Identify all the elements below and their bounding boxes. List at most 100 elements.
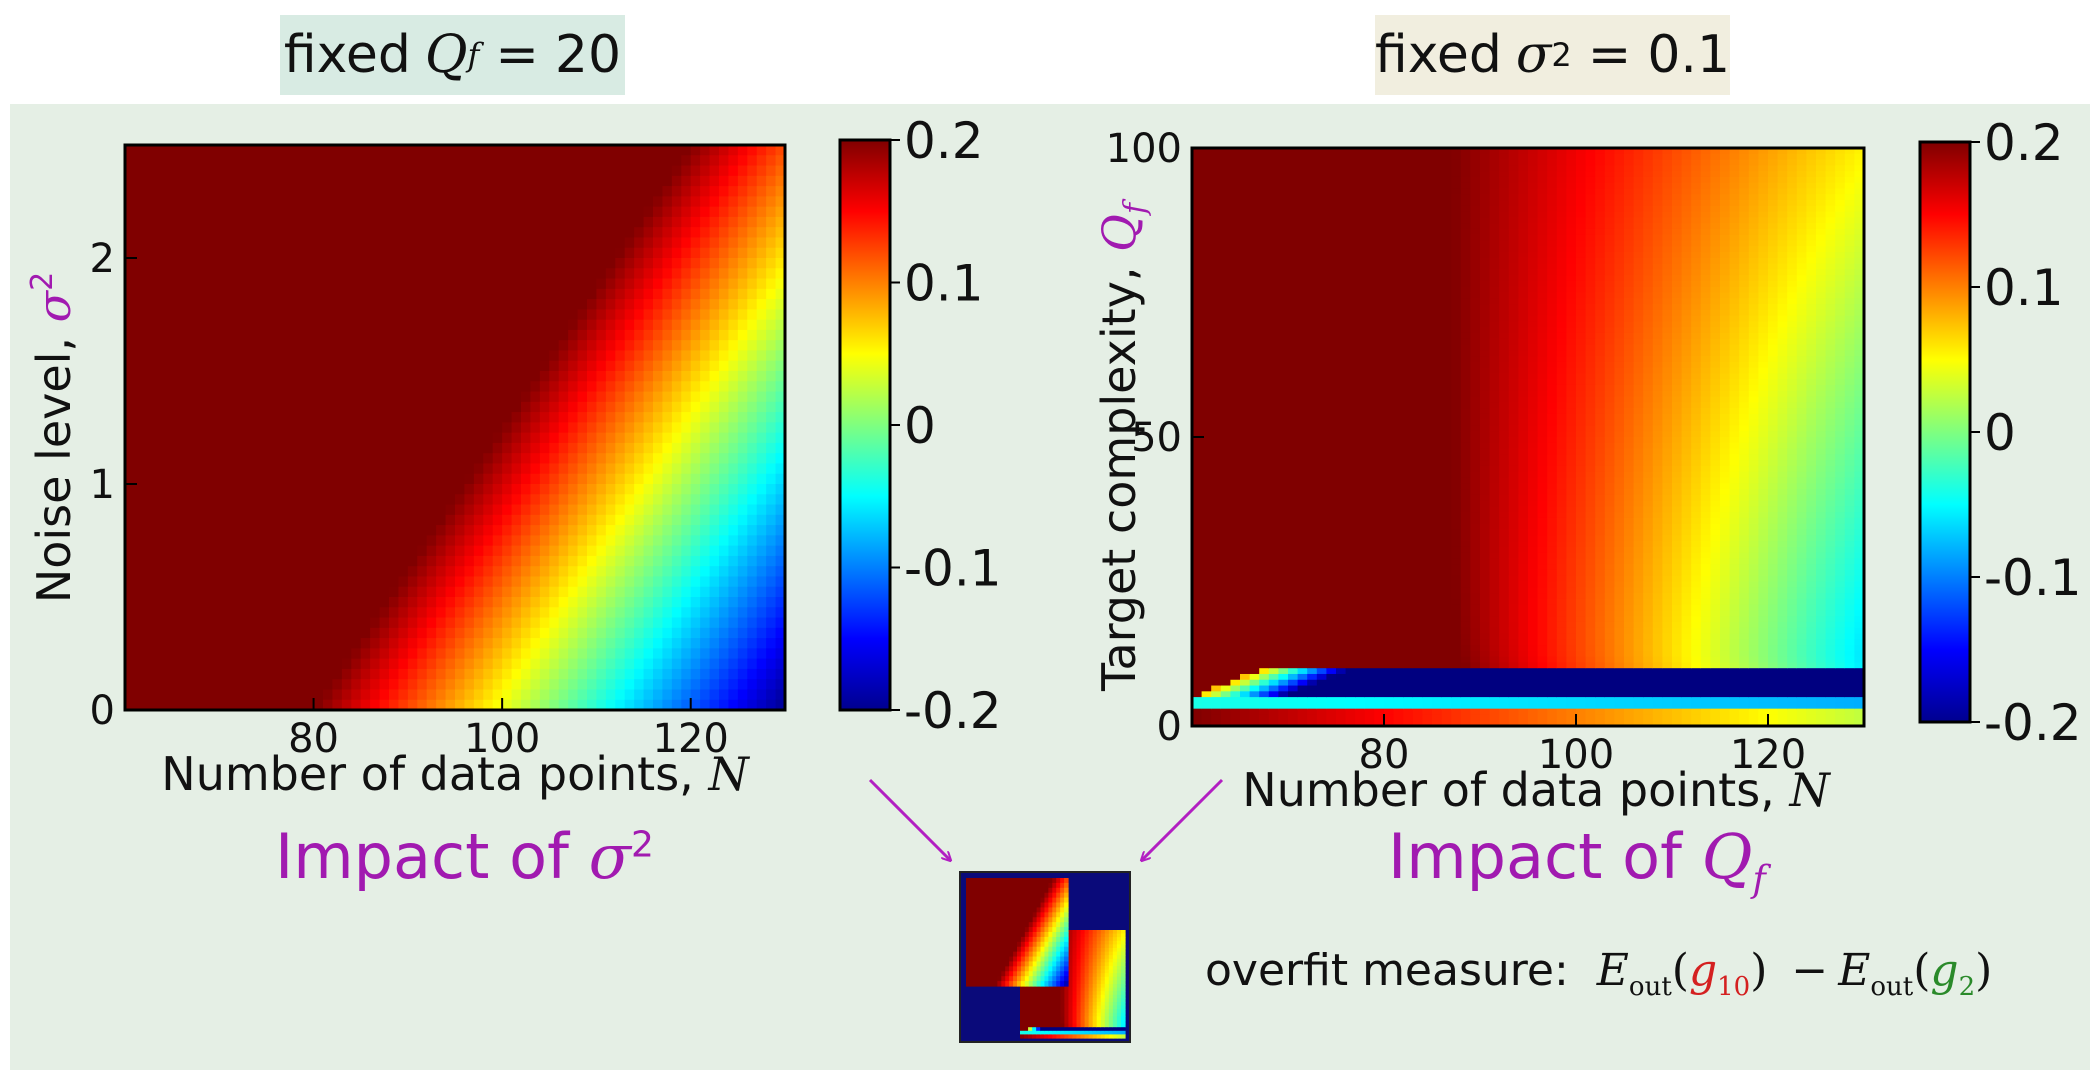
heatmap-cell xyxy=(351,340,362,352)
heatmap-cell xyxy=(398,566,409,578)
heatmap-cell xyxy=(1268,205,1279,213)
heatmap-cell xyxy=(643,504,654,516)
heatmap-cell xyxy=(341,473,352,485)
heatmap-cell xyxy=(1268,465,1279,473)
heatmap-cell xyxy=(389,329,400,341)
heatmap-cell xyxy=(1211,581,1222,588)
heatmap-cell xyxy=(615,237,626,249)
heatmap-cell xyxy=(643,412,654,423)
heatmap-cell xyxy=(247,247,258,259)
heatmap-cell xyxy=(464,350,475,362)
heatmap-cell xyxy=(1192,448,1203,455)
heatmap-cell xyxy=(247,473,258,485)
heatmap-cell xyxy=(1297,194,1308,201)
heatmap-cell xyxy=(275,155,286,167)
heatmap-cell xyxy=(228,247,239,259)
heatmap-cell xyxy=(511,484,522,495)
heatmap-cell xyxy=(1249,321,1260,328)
heatmap-cell xyxy=(172,555,183,567)
heatmap-cell xyxy=(511,494,522,506)
heatmap-cell xyxy=(407,288,418,300)
heatmap-cell xyxy=(379,689,390,701)
heatmap-cell xyxy=(351,350,362,362)
heatmap-cell xyxy=(473,442,484,454)
heatmap-cell xyxy=(181,288,192,300)
heatmap-cell xyxy=(285,597,296,608)
heatmap-cell xyxy=(1230,691,1241,698)
heatmap-cell xyxy=(747,463,758,475)
heatmap-cell xyxy=(521,555,532,567)
heatmap-cell xyxy=(464,216,475,228)
heatmap-cell xyxy=(275,381,286,393)
heatmap-cell xyxy=(521,597,532,608)
heatmap-cell xyxy=(615,484,626,495)
heatmap-cell xyxy=(370,247,381,259)
heatmap-cell xyxy=(737,658,748,670)
heatmap-cell xyxy=(162,504,173,516)
heatmap-cell xyxy=(370,627,381,639)
heatmap-cell xyxy=(1278,356,1289,363)
heatmap-cell xyxy=(370,453,381,465)
heatmap-cell xyxy=(1249,500,1260,507)
heatmap-cell xyxy=(766,165,777,177)
heatmap-cell xyxy=(700,422,711,434)
heatmap-cell xyxy=(709,473,720,485)
heatmap-cell xyxy=(709,237,720,249)
heatmap-cell xyxy=(1220,442,1231,450)
heatmap-cell xyxy=(332,555,343,567)
heatmap-cell xyxy=(323,360,334,372)
heatmap-cell xyxy=(521,535,532,547)
heatmap-cell xyxy=(615,545,626,557)
heatmap-cell xyxy=(389,422,400,434)
heatmap-cell xyxy=(313,453,324,465)
heatmap-cell xyxy=(304,227,315,239)
heatmap-cell xyxy=(266,165,277,177)
heatmap-cell xyxy=(473,196,484,208)
heatmap-cell xyxy=(455,381,466,393)
heatmap-cell xyxy=(1220,217,1231,224)
heatmap-cell xyxy=(700,401,711,413)
heatmap-cell xyxy=(577,514,588,526)
heatmap-cell xyxy=(1268,402,1279,409)
heatmap-cell xyxy=(615,463,626,475)
heatmap-cell xyxy=(1240,350,1251,357)
heatmap-cell xyxy=(577,638,588,649)
heatmap-cell xyxy=(539,412,550,423)
heatmap-cell xyxy=(737,401,748,413)
heatmap-cell xyxy=(172,299,183,310)
heatmap-cell xyxy=(483,155,494,167)
heatmap-cell xyxy=(436,258,447,269)
heatmap-cell xyxy=(1259,431,1270,438)
heatmap-cell xyxy=(257,453,268,465)
heatmap-cell xyxy=(323,206,334,218)
heatmap-cell xyxy=(370,186,381,197)
heatmap-cell xyxy=(238,227,249,239)
heatmap-cell xyxy=(549,627,560,639)
heatmap-cell xyxy=(389,648,400,660)
heatmap-cell xyxy=(530,340,541,352)
heatmap-cell xyxy=(539,309,550,321)
heatmap-cell xyxy=(1288,402,1299,409)
heatmap-cell xyxy=(294,247,305,259)
heatmap-cell xyxy=(389,165,400,177)
heatmap-cell xyxy=(643,679,654,691)
heatmap-cell xyxy=(1259,194,1270,201)
heatmap-cell xyxy=(1230,535,1241,542)
heatmap-cell xyxy=(1240,165,1251,172)
heatmap-cell xyxy=(455,442,466,454)
heatmap-cell xyxy=(1259,610,1270,617)
heatmap-cell xyxy=(247,371,258,382)
heatmap-cell xyxy=(1288,645,1299,652)
heatmap-cell xyxy=(653,555,664,567)
heatmap-cell xyxy=(568,227,579,239)
heatmap-cell xyxy=(1278,194,1289,201)
heatmap-cell xyxy=(766,514,777,526)
heatmap-cell xyxy=(643,206,654,218)
heatmap-cell xyxy=(238,216,249,228)
heatmap-cell xyxy=(191,504,202,516)
heatmap-cell xyxy=(1220,448,1231,455)
heatmap-cell xyxy=(492,319,503,331)
heatmap-cell xyxy=(1240,575,1251,583)
heatmap-cell xyxy=(1192,720,1203,727)
heatmap-cell xyxy=(709,319,720,331)
